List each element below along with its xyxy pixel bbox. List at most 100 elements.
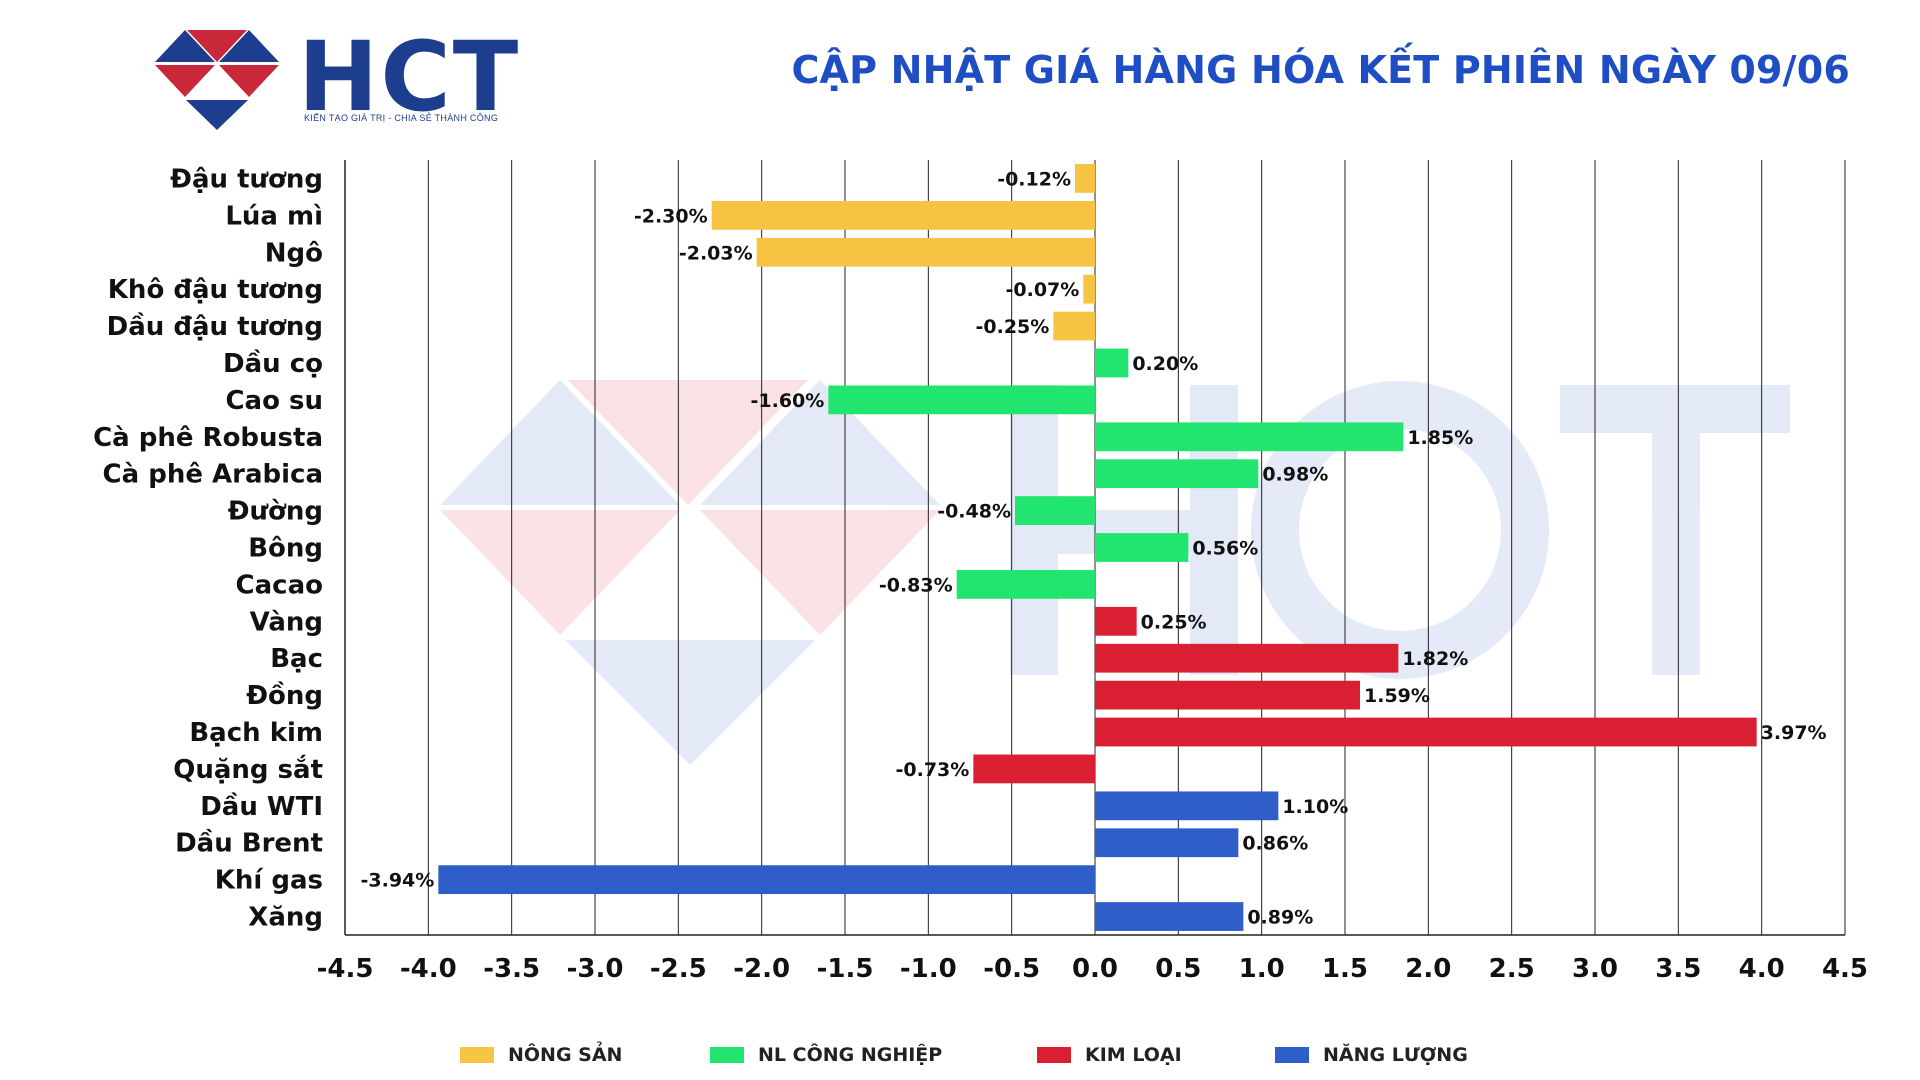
category-label: Bông <box>248 534 323 564</box>
value-label: 3.97% <box>1761 722 1827 744</box>
hct-logo: HCT <box>155 22 520 132</box>
axes <box>344 160 1845 936</box>
value-label: 0.25% <box>1141 611 1207 633</box>
value-label: 0.89% <box>1247 907 1313 929</box>
bar <box>1095 606 1137 636</box>
category-label: Cà phê Robusta <box>93 423 323 453</box>
category-label: Đường <box>228 497 323 527</box>
category-label: Lúa mì <box>225 201 323 231</box>
legend-item-nl-cong-nghiep: NL CÔNG NGHIỆP <box>710 1044 942 1066</box>
x-tick-label: -1.5 <box>817 954 874 984</box>
category-label: Ngô <box>265 238 323 268</box>
value-label: 1.59% <box>1364 685 1430 707</box>
legend-item-nong-san: NÔNG SẢN <box>460 1044 622 1066</box>
bar <box>1083 274 1095 304</box>
value-label: -3.94% <box>361 870 435 892</box>
value-label: 0.20% <box>1132 353 1198 375</box>
value-label: 0.98% <box>1262 464 1328 486</box>
bar <box>1095 533 1189 562</box>
legend-label: NÔNG SẢN <box>508 1044 623 1066</box>
value-label: -2.30% <box>634 205 708 227</box>
legend-label: NL CÔNG NGHIỆP <box>758 1044 943 1066</box>
x-tick-label: -0.5 <box>983 954 1040 984</box>
labels: -4.5 -4.0 -3.5 -3.0 -2.5 -2.0 -1.5 -1.0 -0.5 0.0 0… <box>93 164 1868 984</box>
x-tick-label: 3.0 <box>1572 954 1618 984</box>
value-label: 0.56% <box>1192 538 1258 560</box>
category-label: Dầu WTI <box>200 791 323 822</box>
page-title: CẬP NHẬT GIÁ HÀNG HÓA KẾT PHIÊN NGÀY 09/… <box>791 48 1850 92</box>
logo-wordmark: HCT <box>298 22 520 132</box>
category-label: Đậu tương <box>170 164 323 194</box>
x-tick-label: -2.0 <box>733 954 790 984</box>
x-tick-label: 3.5 <box>1655 954 1701 984</box>
value-label: 0.86% <box>1242 833 1308 855</box>
value-label: 1.85% <box>1407 427 1473 449</box>
value-label: -0.48% <box>937 501 1011 523</box>
category-label: Dầu đậu tương <box>107 311 323 342</box>
value-label: -1.60% <box>751 390 825 412</box>
bar <box>956 570 1095 599</box>
bars <box>438 164 1757 931</box>
category-label: Khí gas <box>215 866 323 896</box>
x-tick-label: 1.0 <box>1239 954 1285 984</box>
category-label: Vàng <box>250 607 323 637</box>
bar <box>1095 902 1244 931</box>
bar <box>1095 828 1239 858</box>
bar <box>711 200 1095 230</box>
x-tick-label: -3.5 <box>483 954 540 984</box>
category-label: Khô đậu tương <box>108 275 323 305</box>
bar <box>973 754 1095 784</box>
category-label: Quặng sắt <box>173 754 323 785</box>
category-label: Cacao <box>236 570 323 600</box>
gridlines <box>344 160 1846 935</box>
bar <box>1095 348 1129 378</box>
bar <box>756 237 1095 267</box>
category-label: Cao su <box>225 386 323 416</box>
bar <box>1095 422 1404 452</box>
category-label: Cà phê Arabica <box>103 460 323 490</box>
bar <box>1053 311 1095 341</box>
x-tick-label: 2.0 <box>1405 954 1451 984</box>
x-tick-label: -2.5 <box>650 954 707 984</box>
legend-item-nang-luong: NĂNG LƯỢNG <box>1275 1044 1468 1066</box>
bar <box>1095 459 1259 489</box>
category-label: Dầu cọ <box>223 348 323 379</box>
category-label: Dầu Brent <box>175 828 323 859</box>
bar <box>1095 680 1360 710</box>
value-label: -0.25% <box>976 316 1050 338</box>
value-label: -0.07% <box>1006 279 1080 301</box>
bar <box>438 865 1095 895</box>
x-tick-label: 2.5 <box>1489 954 1535 984</box>
legend-swatch <box>1275 1047 1309 1063</box>
bar <box>1095 791 1279 821</box>
logo-tagline: KIẾN TẠO GIÁ TRỊ - CHIA SẺ THÀNH CÔNG <box>304 113 499 123</box>
bar <box>1095 717 1757 747</box>
x-tick-label: 4.5 <box>1822 954 1868 984</box>
value-label: -0.12% <box>997 168 1071 190</box>
bar <box>1095 643 1399 673</box>
bar <box>1075 164 1095 193</box>
legend-label: KIM LOẠI <box>1085 1044 1182 1066</box>
x-tick-label: -3.0 <box>567 954 624 984</box>
x-tick-label: -1.0 <box>900 954 957 984</box>
value-label: -2.03% <box>679 242 753 264</box>
legend-item-kim-loai: KIM LOẠI <box>1037 1044 1182 1066</box>
value-label: -0.83% <box>879 574 953 596</box>
category-label: Xăng <box>248 903 323 933</box>
category-label: Đồng <box>246 680 323 711</box>
legend-swatch <box>460 1047 494 1063</box>
category-label: Bạc <box>270 644 323 674</box>
legend-label: NĂNG LƯỢNG <box>1323 1044 1468 1066</box>
category-label: Bạch kim <box>189 718 323 748</box>
value-label: -0.73% <box>896 759 970 781</box>
legend-swatch <box>1037 1047 1071 1063</box>
bar <box>828 385 1095 415</box>
x-tick-label: 0.0 <box>1072 954 1118 984</box>
x-tick-label: 4.0 <box>1739 954 1785 984</box>
value-label: 1.82% <box>1402 648 1468 670</box>
x-tick-label: 0.5 <box>1155 954 1201 984</box>
bar <box>1015 496 1095 525</box>
x-tick-label: 1.5 <box>1322 954 1368 984</box>
x-tick-label: -4.5 <box>317 954 374 984</box>
